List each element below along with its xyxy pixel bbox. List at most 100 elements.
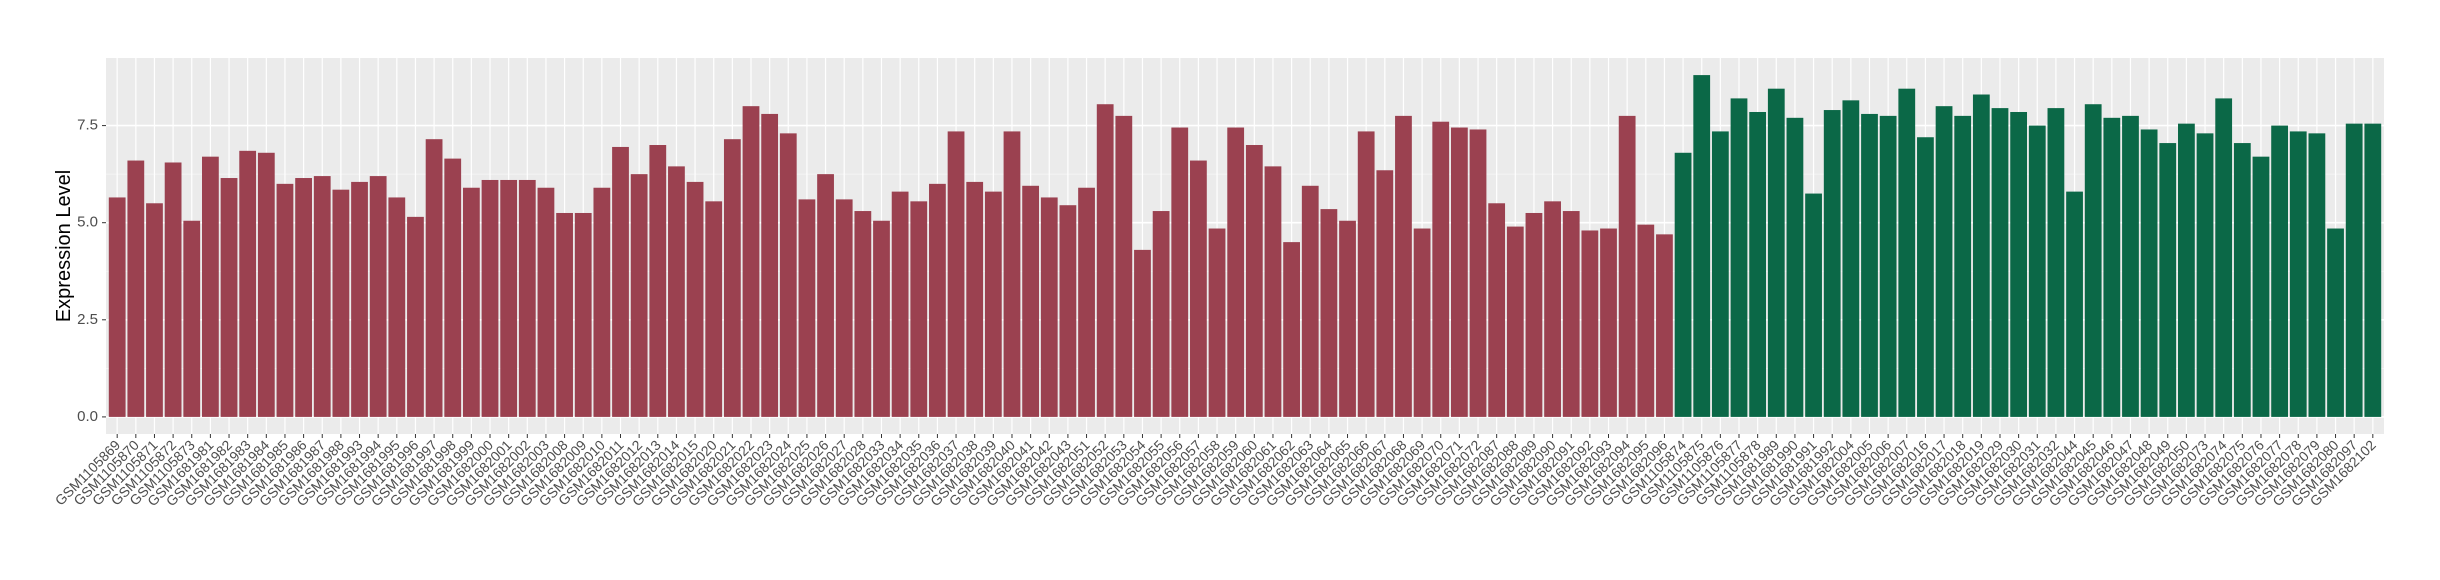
bar [1376, 170, 1394, 417]
bar [2271, 125, 2288, 417]
bar [649, 145, 667, 417]
bar [1357, 131, 1375, 417]
bar [1525, 212, 1543, 417]
bar [891, 191, 909, 417]
bar [723, 139, 741, 417]
bar [761, 113, 779, 417]
bar [351, 181, 368, 417]
bar [239, 150, 257, 417]
bar [2122, 115, 2139, 417]
bar [668, 166, 685, 417]
bar [1022, 185, 1040, 417]
bar [1693, 75, 1711, 417]
bar [1190, 160, 1207, 417]
bar [1059, 205, 1077, 417]
bar [1115, 115, 1133, 417]
bar [1823, 110, 1841, 417]
bar [2103, 117, 2121, 417]
bar [1450, 127, 1468, 417]
bar [1805, 193, 1822, 417]
bar [127, 160, 145, 417]
bar [2252, 156, 2270, 417]
bar [1339, 220, 1356, 417]
bar [332, 189, 350, 417]
y-tick-label: 2.5 [77, 311, 98, 328]
bar [295, 178, 312, 417]
bar [705, 201, 723, 417]
bar [779, 133, 797, 417]
bar [202, 156, 219, 417]
bar [1544, 201, 1561, 417]
bar [593, 187, 611, 417]
bar [1861, 113, 1878, 417]
bar [183, 220, 201, 417]
bar [1152, 211, 1170, 417]
bar [1469, 129, 1487, 417]
bar [835, 199, 853, 417]
y-tick-label: 0.0 [77, 408, 98, 425]
bar [2178, 123, 2195, 417]
bar [1898, 88, 1916, 417]
bar [1991, 108, 2009, 417]
bar [1171, 127, 1189, 417]
bar [313, 176, 331, 417]
bar [1935, 106, 1953, 417]
bar [369, 176, 387, 417]
bar [1618, 115, 1636, 417]
bar [462, 187, 480, 417]
bar [1245, 145, 1263, 417]
bar [1637, 224, 1655, 417]
bar [1432, 121, 1450, 417]
bar [1208, 228, 1226, 417]
bar [873, 220, 890, 417]
bar [929, 183, 946, 417]
bar [108, 197, 126, 417]
y-tick-label: 5.0 [77, 214, 98, 231]
bar [1413, 228, 1431, 417]
bar [1972, 94, 1990, 417]
bar [984, 191, 1002, 417]
bar [164, 162, 182, 417]
bar [2028, 125, 2046, 417]
bar [276, 183, 294, 417]
bar [1842, 100, 1860, 417]
bar [2308, 133, 2326, 417]
bar [1656, 234, 1673, 417]
bar [257, 152, 275, 417]
bar [2084, 104, 2102, 417]
bar [2066, 191, 2083, 417]
bar [518, 179, 536, 417]
bar [1040, 197, 1058, 417]
bar [1283, 242, 1300, 417]
bar [425, 139, 443, 417]
y-axis-title: Expression Level [53, 170, 75, 322]
bar [1954, 115, 1972, 417]
bar [1711, 131, 1729, 417]
bar [481, 179, 499, 417]
bar [2345, 123, 2363, 417]
bar [2327, 228, 2344, 417]
bar [1600, 228, 1617, 417]
bar [574, 212, 592, 417]
bar [1730, 98, 1748, 417]
bar [1879, 115, 1897, 417]
bar [444, 158, 462, 417]
bar [146, 203, 163, 417]
bar [2364, 123, 2382, 417]
bar [1786, 117, 1804, 417]
bar [500, 179, 518, 417]
bar [612, 146, 629, 417]
bar [2047, 108, 2065, 417]
bar [220, 178, 238, 417]
bar [1227, 127, 1245, 417]
bar [2140, 129, 2158, 417]
bar [1749, 111, 1767, 417]
bar [910, 201, 928, 417]
bar [1767, 88, 1785, 417]
bar [1320, 209, 1338, 417]
bar [1134, 249, 1151, 417]
bar [1395, 115, 1412, 417]
bar [966, 181, 984, 417]
